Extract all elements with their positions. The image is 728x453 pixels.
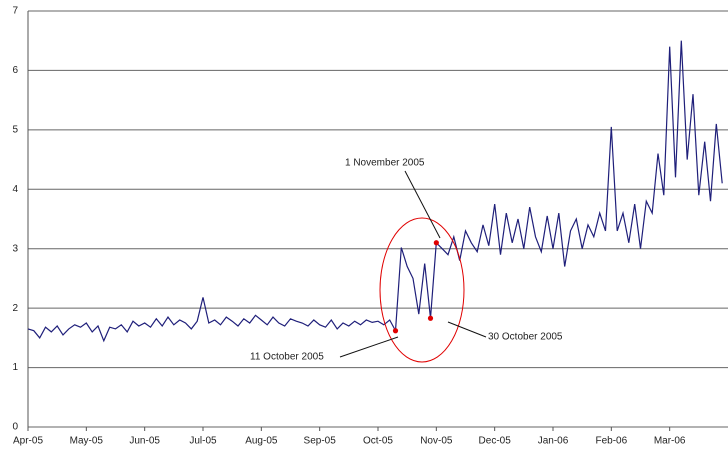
y-tick-label: 7 (12, 6, 18, 17)
annotation-label: 11 October 2005 (250, 352, 324, 363)
x-tick-label: Dec-05 (479, 436, 512, 447)
y-tick-label: 6 (12, 65, 18, 76)
x-tick-label: Mar-06 (654, 436, 686, 447)
y-tick-label: 3 (12, 243, 18, 254)
annotation-arrow (447, 321, 487, 338)
x-tick-label: Feb-06 (595, 436, 627, 447)
x-tick-label: Jun-05 (129, 436, 160, 447)
y-tick-label: 0 (12, 422, 18, 433)
x-tick-label: Sep-05 (304, 436, 337, 447)
x-tick-label: Jul-05 (189, 436, 217, 447)
x-tick-label: Nov-05 (420, 436, 453, 447)
x-tick-label: May-05 (70, 436, 104, 447)
highlight-ellipse (379, 217, 465, 363)
x-tick-label: Aug-05 (245, 436, 278, 447)
annotation-label: 1 November 2005 (345, 158, 425, 169)
x-tick-label: Oct-05 (363, 436, 393, 447)
annotation-label: 30 October 2005 (488, 332, 563, 343)
annotation-point (392, 328, 399, 334)
annotation-point (433, 240, 439, 246)
y-tick-label: 4 (12, 184, 18, 195)
annotation-arrow (404, 170, 441, 239)
annotation-point (427, 315, 434, 321)
data-line (27, 40, 723, 343)
annotation-arrow (339, 336, 399, 358)
x-tick-label: Apr-05 (13, 436, 43, 447)
x-tick-label: Jan-06 (538, 436, 569, 447)
y-tick-label: 5 (12, 124, 18, 135)
y-tick-label: 1 (12, 362, 18, 373)
y-tick-label: 2 (12, 303, 18, 314)
